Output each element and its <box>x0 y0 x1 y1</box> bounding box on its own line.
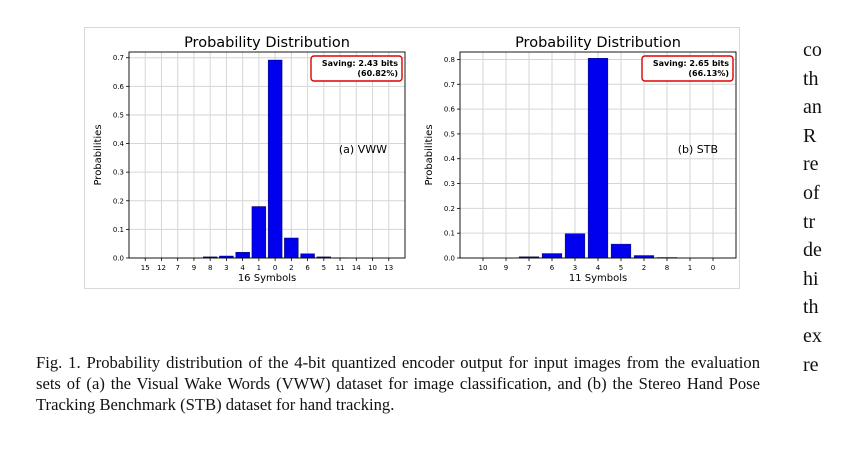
y-tick-label: 0.8 <box>444 56 455 64</box>
saving-box-line: (60.82%) <box>357 69 398 78</box>
bar <box>564 233 586 259</box>
chart-title: Probability Distribution <box>515 35 681 51</box>
y-tick-label: 0.7 <box>444 81 455 89</box>
y-axis-label: Probabilities <box>424 124 435 185</box>
x-tick-label: 0 <box>273 264 277 272</box>
x-tick-label: 5 <box>619 264 623 272</box>
bar <box>587 58 609 259</box>
x-tick-label: 5 <box>322 264 326 272</box>
bar <box>235 252 250 259</box>
side-line: co <box>803 39 822 61</box>
bar <box>251 206 267 259</box>
x-tick-label: 4 <box>596 264 601 272</box>
y-tick-label: 0.2 <box>113 197 124 205</box>
y-tick-label: 0.4 <box>113 140 125 148</box>
x-tick-label: 13 <box>384 264 393 272</box>
y-tick-label: 0.4 <box>444 155 456 163</box>
y-tick-label: 0.6 <box>113 83 125 91</box>
side-line: re <box>803 353 819 376</box>
plot-frame <box>459 51 737 259</box>
bar <box>267 59 283 259</box>
x-axis-label: 16 Symbols <box>238 273 296 284</box>
side-line: th <box>803 67 819 90</box>
x-axis-label: 11 Symbols <box>569 273 627 284</box>
bar <box>610 243 632 259</box>
side-line: tr <box>803 210 816 233</box>
x-tick-label: 9 <box>192 264 196 272</box>
x-tick-label: 15 <box>141 264 150 272</box>
side-line: of <box>803 181 820 204</box>
y-tick-label: 0.3 <box>444 180 455 188</box>
x-tick-label: 2 <box>642 264 646 272</box>
x-tick-label: 8 <box>208 264 212 272</box>
y-tick-label: 0.5 <box>113 111 124 119</box>
x-tick-label: 0 <box>711 264 715 272</box>
bar <box>541 253 563 259</box>
side-line: an <box>803 96 822 119</box>
y-tick-label: 0.6 <box>444 106 456 114</box>
x-tick-label: 9 <box>504 264 508 272</box>
y-tick-label: 0.1 <box>113 226 124 234</box>
x-tick-label: 1 <box>257 264 261 272</box>
side-line: ex <box>803 324 822 347</box>
x-tick-label: 12 <box>157 264 166 272</box>
saving-box-line: Saving: 2.43 bits <box>322 59 398 68</box>
x-tick-label: 6 <box>305 264 310 272</box>
side-line: de <box>803 239 822 262</box>
x-tick-label: 6 <box>550 264 555 272</box>
chart-vww: 0.00.10.20.30.40.50.60.715 12 7 9 8 3 4 1 0 2 6 5 11… <box>93 35 406 284</box>
y-tick-label: 0.0 <box>113 255 124 263</box>
y-tick-label: 0.1 <box>444 230 455 238</box>
x-tick-label: 10 <box>368 264 377 272</box>
side-line: hi <box>803 267 819 290</box>
x-tick-label: 1 <box>688 264 692 272</box>
adjacent-column-text: co th an R re of tr de hi th ex re <box>803 36 861 379</box>
y-tick-label: 0.3 <box>113 169 124 177</box>
y-tick-label: 0.5 <box>444 130 455 138</box>
caption-line: (STB) dataset for hand tracking. <box>180 395 395 414</box>
caption-line: images from the evaluation sets of (a) t… <box>36 353 760 393</box>
figure-caption: Fig. 1. Probability distribution of the … <box>36 352 760 415</box>
chart-title: Probability Distribution <box>184 35 350 51</box>
x-tick-label: 10 <box>479 264 488 272</box>
x-tick-label: 11 <box>336 264 345 272</box>
y-tick-label: 0.2 <box>444 205 455 213</box>
x-tick-label: 8 <box>665 264 669 272</box>
y-tick-label: 0.0 <box>444 255 455 263</box>
dataset-annotation: (b) STB <box>678 143 718 156</box>
x-tick-label: 2 <box>289 264 293 272</box>
x-tick-label: 7 <box>175 264 179 272</box>
saving-box-line: Saving: 2.65 bits <box>653 59 729 68</box>
plot-frame <box>128 51 406 259</box>
bar <box>284 237 299 259</box>
x-tick-label: 4 <box>240 264 245 272</box>
y-tick-label: 0.7 <box>113 54 124 62</box>
saving-box-line: (66.13%) <box>688 69 729 78</box>
chart-stb: 0.00.10.20.30.40.50.60.70.810 9 7 6 3 4 5 2 8 1 0P… <box>424 35 737 284</box>
side-line: re <box>803 153 819 176</box>
y-axis-label: Probabilities <box>93 124 104 185</box>
caption-line: Fig. 1. Probability distribution of the … <box>36 353 568 372</box>
dataset-annotation: (a) VWW <box>339 143 387 156</box>
x-tick-label: 14 <box>352 264 361 272</box>
side-line: R <box>803 124 817 147</box>
x-tick-label: 7 <box>527 264 531 272</box>
x-tick-label: 3 <box>224 264 228 272</box>
saving-box <box>310 55 403 82</box>
x-tick-label: 3 <box>573 264 577 272</box>
bar <box>300 253 315 259</box>
caption-line: for image classification, and (b) the St… <box>36 374 760 414</box>
saving-box <box>641 55 734 82</box>
side-line: th <box>803 296 819 319</box>
